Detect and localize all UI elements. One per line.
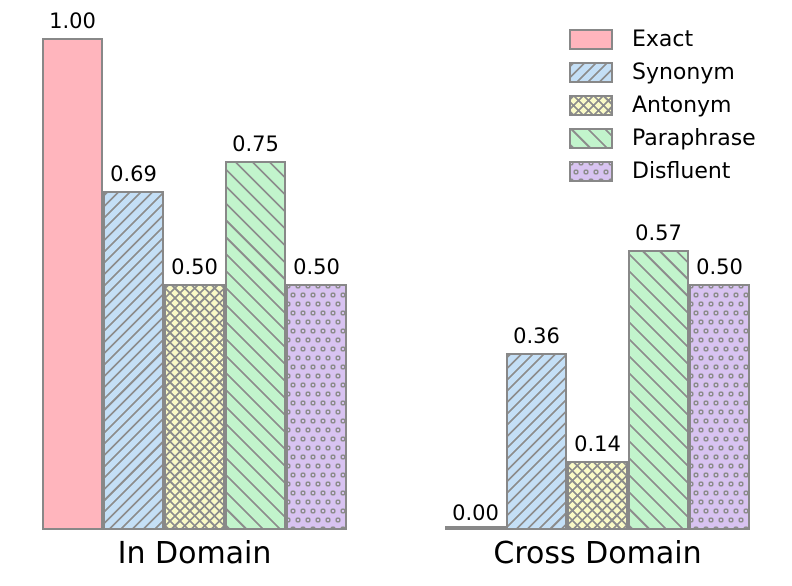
bar-disfluent-cross-domain bbox=[689, 284, 750, 530]
legend-label: Paraphrase bbox=[632, 125, 756, 151]
legend-label: Disfluent bbox=[632, 158, 731, 184]
legend-swatch-exact-icon bbox=[569, 29, 613, 50]
bar-antonym-cross-domain bbox=[567, 461, 628, 530]
bar-value-label-exact-in-domain: 1.00 bbox=[49, 8, 96, 33]
legend-item-exact: Exact bbox=[569, 26, 756, 52]
bar-value-label-antonym-in-domain: 0.50 bbox=[171, 254, 218, 279]
x-axis-label-in-domain: In Domain bbox=[117, 536, 272, 571]
legend-item-paraphrase: Paraphrase bbox=[569, 125, 756, 151]
bar-paraphrase-cross-domain bbox=[628, 250, 689, 530]
bar-antonym-in-domain bbox=[164, 284, 225, 530]
legend-swatch-antonym-icon bbox=[569, 95, 613, 116]
bar-value-label-synonym-cross-domain: 0.36 bbox=[513, 323, 560, 348]
bar-paraphrase-in-domain bbox=[225, 161, 286, 530]
legend-swatch-paraphrase-icon bbox=[569, 128, 613, 149]
legend-label: Exact bbox=[632, 26, 694, 52]
bar-value-label-disfluent-cross-domain: 0.50 bbox=[696, 254, 743, 279]
bar-value-label-paraphrase-in-domain: 0.75 bbox=[232, 131, 279, 156]
legend-swatch-disfluent-icon bbox=[569, 161, 613, 182]
bar-value-label-exact-cross-domain: 0.00 bbox=[452, 500, 499, 525]
legend-label: Synonym bbox=[632, 59, 735, 85]
bar-synonym-cross-domain bbox=[506, 353, 567, 530]
legend: Exact Synonym Antonym Paraphrase Disflue… bbox=[569, 26, 756, 194]
bar-exact-in-domain bbox=[42, 38, 103, 530]
legend-label: Antonym bbox=[632, 92, 732, 118]
bar-exact-cross-domain bbox=[445, 526, 506, 530]
legend-swatch-synonym-icon bbox=[569, 62, 613, 83]
bar-value-label-disfluent-in-domain: 0.50 bbox=[293, 254, 340, 279]
legend-item-antonym: Antonym bbox=[569, 92, 756, 118]
bar-synonym-in-domain bbox=[103, 191, 164, 530]
bar-disfluent-in-domain bbox=[286, 284, 347, 530]
bar-value-label-synonym-in-domain: 0.69 bbox=[110, 161, 157, 186]
bar-value-label-paraphrase-cross-domain: 0.57 bbox=[635, 220, 682, 245]
x-axis-label-cross-domain: Cross Domain bbox=[493, 536, 702, 571]
legend-item-disfluent: Disfluent bbox=[569, 158, 756, 184]
bar-value-label-antonym-cross-domain: 0.14 bbox=[574, 431, 621, 456]
legend-item-synonym: Synonym bbox=[569, 59, 756, 85]
